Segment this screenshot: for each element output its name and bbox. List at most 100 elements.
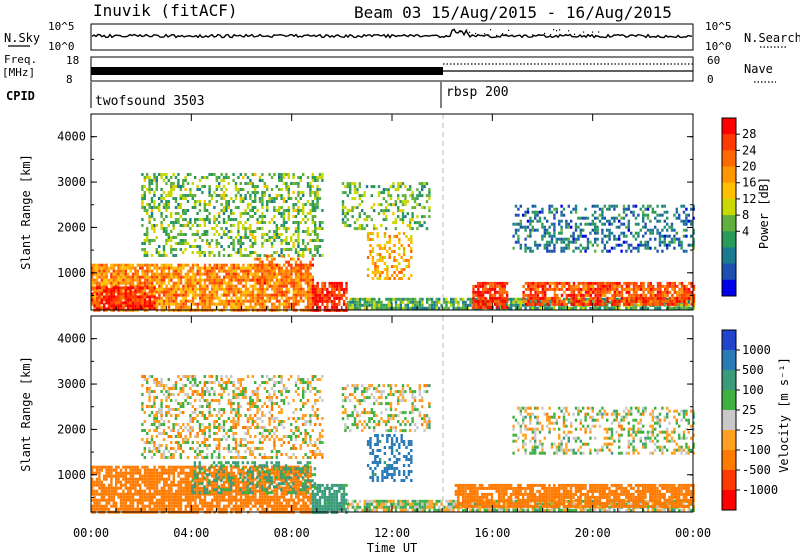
heatmap-cell xyxy=(623,281,626,285)
heatmap-cell xyxy=(358,215,361,219)
heatmap-cell xyxy=(538,219,542,223)
heatmap-cell xyxy=(338,284,341,288)
heatmap-cell xyxy=(93,281,96,285)
heatmap-cell xyxy=(386,271,389,274)
heatmap-cell xyxy=(194,293,197,297)
heatmap-cell xyxy=(199,299,202,303)
heatmap-cell xyxy=(675,306,678,310)
heatmap-cell xyxy=(338,290,341,294)
heatmap-cell xyxy=(387,188,390,192)
heatmap-cell xyxy=(299,290,303,294)
heatmap-cell xyxy=(604,293,607,297)
heatmap-cell xyxy=(232,179,235,182)
heatmap-cell xyxy=(155,492,159,496)
heatmap-cell xyxy=(139,281,142,285)
heatmap-cell xyxy=(529,219,532,223)
heatmap-cell xyxy=(172,495,175,499)
heatmap-cell xyxy=(189,266,192,270)
heatmap-cell xyxy=(105,263,108,267)
heatmap-cell xyxy=(175,489,178,493)
heatmap-cell xyxy=(146,269,149,273)
heatmap-cell xyxy=(285,200,288,203)
heatmap-cell xyxy=(541,299,544,303)
heatmap-cell xyxy=(280,224,283,227)
heatmap-cell xyxy=(263,278,266,282)
heatmap-cell xyxy=(103,289,106,293)
cpid-segment-2: rbsp 200 xyxy=(446,85,509,100)
heatmap-cell xyxy=(122,507,125,511)
heatmap-cell xyxy=(251,305,255,309)
heatmap-cell xyxy=(663,210,666,214)
heatmap-cell xyxy=(184,477,187,481)
heatmap-cell xyxy=(95,266,99,270)
heatmap-cell xyxy=(275,290,279,294)
heatmap-cell xyxy=(172,188,175,191)
heatmap-cell xyxy=(223,275,226,279)
heatmap-cell xyxy=(599,296,602,300)
nave-tick-bottom: 0 xyxy=(707,73,714,86)
heatmap-cell xyxy=(98,307,101,311)
heatmap-cell xyxy=(244,281,247,285)
heatmap-cell xyxy=(579,243,582,247)
heatmap-cell xyxy=(151,483,154,487)
heatmap-cell xyxy=(187,269,190,273)
heatmap-cell xyxy=(261,212,264,215)
heatmap-cell xyxy=(309,305,312,309)
heatmap-cell xyxy=(112,278,115,282)
heatmap-cell xyxy=(158,275,161,279)
heatmap-cell xyxy=(271,302,274,306)
heatmap-cell xyxy=(163,290,166,294)
heatmap-cell xyxy=(656,293,660,297)
heatmap-cell xyxy=(306,275,310,279)
heatmap-cell xyxy=(370,300,374,304)
heatmap-cell xyxy=(182,194,185,197)
heatmap-cell xyxy=(151,480,154,484)
heatmap-cell xyxy=(570,225,573,229)
heatmap-cell xyxy=(191,284,195,288)
heatmap-cell xyxy=(309,299,312,303)
heatmap-cell xyxy=(172,254,175,257)
heatmap-cell xyxy=(299,272,302,276)
heatmap-cell xyxy=(107,266,111,270)
heatmap-cell xyxy=(201,278,204,282)
heatmap-cell xyxy=(91,498,94,502)
heatmap-cell xyxy=(258,227,262,230)
heatmap-cell xyxy=(560,287,564,291)
heatmap-cell xyxy=(287,278,290,282)
heatmap-cell xyxy=(402,300,405,304)
heatmap-cell xyxy=(553,284,556,288)
heatmap-cell xyxy=(261,179,264,182)
heatmap-cell xyxy=(227,245,230,248)
heatmap-cell xyxy=(151,477,154,481)
heatmap-cell xyxy=(373,209,376,213)
heatmap-cell xyxy=(213,296,216,300)
heatmap-cell xyxy=(346,306,350,310)
heatmap-cell xyxy=(218,263,221,267)
heatmap-cell xyxy=(469,303,472,307)
heatmap-cell xyxy=(658,240,662,244)
heatmap-cell xyxy=(191,233,194,236)
heatmap-cell xyxy=(640,293,643,297)
heatmap-cell xyxy=(682,249,686,253)
heatmap-cell xyxy=(105,507,108,511)
heatmap-cell xyxy=(587,290,590,294)
heatmap-cell xyxy=(418,303,422,307)
heatmap-cell xyxy=(124,266,127,270)
heatmap-cell xyxy=(381,247,384,250)
heatmap-cell xyxy=(244,293,247,297)
heatmap-cell xyxy=(165,200,168,203)
heatmap-cell xyxy=(356,206,359,210)
heatmap-cell xyxy=(285,275,288,279)
heatmap-cell xyxy=(155,179,158,182)
heatmap-cell xyxy=(124,471,127,475)
heatmap-cell xyxy=(299,260,302,264)
heatmap-cell xyxy=(608,207,611,211)
heatmap-cell xyxy=(239,173,242,176)
heatmap-cell xyxy=(242,290,245,294)
heatmap-cell xyxy=(498,287,502,291)
heatmap-cell xyxy=(341,206,345,210)
heatmap-cell xyxy=(234,197,238,200)
heatmap-cell xyxy=(263,191,266,194)
heatmap-cell xyxy=(574,240,578,244)
heatmap-cell xyxy=(117,307,120,311)
